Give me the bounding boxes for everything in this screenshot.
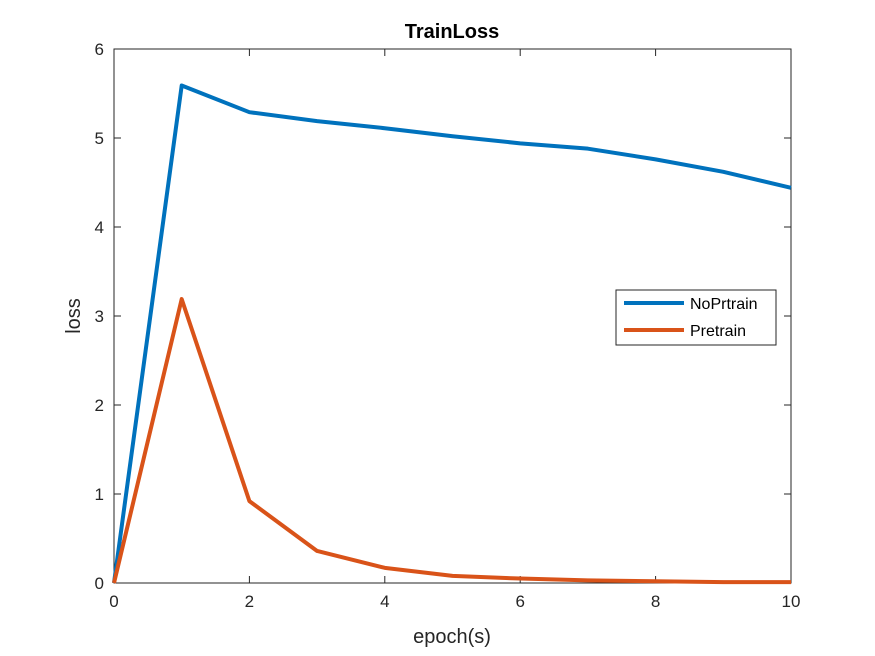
- x-tick-label: 4: [380, 592, 389, 611]
- x-tick-label: 0: [109, 592, 118, 611]
- x-tick-label: 2: [245, 592, 254, 611]
- x-axis-title: epoch(s): [413, 626, 491, 648]
- y-tick-label: 0: [95, 574, 104, 593]
- y-tick-label: 6: [95, 40, 104, 59]
- x-tick-label: 8: [651, 592, 660, 611]
- x-tick-label: 6: [515, 592, 524, 611]
- y-axis-ticks: 0 1 2 3 4 5 6: [95, 40, 791, 593]
- y-tick-label: 4: [95, 218, 104, 237]
- legend-label-pretrain: Pretrain: [690, 323, 746, 340]
- x-tick-label: 10: [782, 592, 801, 611]
- chart-title: TrainLoss: [405, 21, 499, 43]
- series-layer: [112, 83, 792, 585]
- series-line-pretrain: [112, 297, 791, 585]
- y-tick-label: 3: [95, 307, 104, 326]
- legend: NoPrtrain Pretrain: [615, 289, 777, 346]
- series-line-noprtrain: [112, 83, 792, 584]
- y-tick-label: 2: [95, 396, 104, 415]
- y-axis-title: loss: [63, 298, 85, 334]
- legend-label-noprtrain: NoPrtrain: [690, 296, 758, 313]
- y-tick-label: 5: [95, 129, 104, 148]
- y-tick-label: 1: [95, 485, 104, 504]
- legend-box: [615, 289, 777, 346]
